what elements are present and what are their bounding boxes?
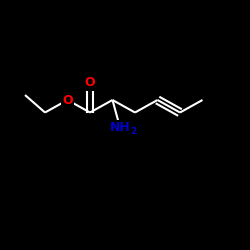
Text: NH: NH [110, 121, 130, 134]
Text: O: O [62, 94, 73, 106]
Text: 2: 2 [130, 126, 136, 136]
Text: O: O [85, 76, 95, 89]
